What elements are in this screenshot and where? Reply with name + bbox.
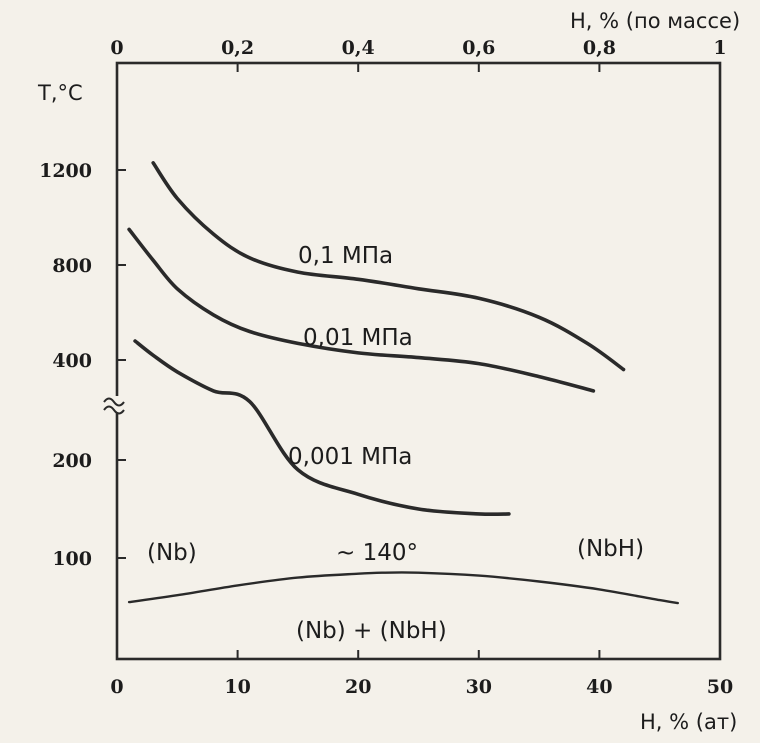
y-axis-ticks: 100 200 400 800 1200 [39, 160, 126, 570]
top-axis-label: H, % (по массе) [570, 9, 740, 33]
curve-0-01-mpa [127, 227, 596, 393]
curve-0-1-mpa [151, 161, 626, 372]
annotation-two-phase: (Nb) + (NbH) [296, 618, 447, 644]
y-tick-label: 100 [52, 548, 92, 570]
top-tick-label: 0,4 [342, 37, 375, 59]
curve-0-001-mpa [133, 339, 511, 517]
bottom-axis-ticks: 0 10 20 30 40 50 [110, 650, 733, 698]
top-tick-label: 0,8 [583, 37, 616, 59]
y-tick-label: 400 [52, 350, 92, 372]
annotation-nb-phase: (Nb) [147, 540, 197, 566]
top-tick-label: 0,2 [221, 37, 254, 59]
axis-break [103, 396, 128, 415]
top-tick-label: 1 [713, 37, 726, 59]
annotation-nbh-phase: (NbH) [577, 536, 644, 562]
top-tick-label: 0,6 [462, 37, 495, 59]
y-axis-label: T,°C [37, 81, 83, 105]
phase-boundary-curve [127, 571, 679, 605]
y-tick-label: 200 [52, 450, 92, 472]
bottom-tick-label: 50 [707, 676, 733, 698]
plot-frame [115, 61, 722, 661]
y-tick-label: 1200 [39, 160, 92, 182]
pressure-curves [127, 161, 679, 605]
series-label-0-01-mpa: 0,01 МПа [303, 325, 413, 351]
bottom-tick-label: 20 [345, 676, 371, 698]
bottom-axis-label: H, % (ат) [640, 710, 737, 734]
annotation-peak-temperature: ~ 140° [336, 540, 418, 566]
series-label-0-001-mpa: 0,001 МПа [288, 444, 412, 470]
bottom-tick-label: 10 [224, 676, 250, 698]
y-tick-label: 800 [52, 255, 92, 277]
top-axis-ticks: 0 0,2 0,4 0,6 0,8 1 [110, 37, 727, 72]
top-tick-label: 0 [110, 37, 123, 59]
bottom-tick-label: 30 [466, 676, 492, 698]
bottom-tick-label: 40 [586, 676, 612, 698]
bottom-tick-label: 0 [110, 676, 123, 698]
series-label-0-1-mpa: 0,1 МПа [298, 243, 393, 269]
